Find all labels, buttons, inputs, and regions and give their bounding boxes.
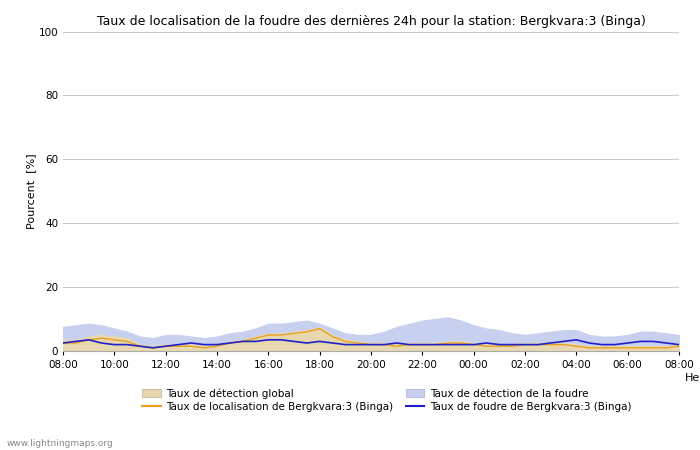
- Legend: Taux de détection global, Taux de localisation de Bergkvara:3 (Binga), Taux de d: Taux de détection global, Taux de locali…: [142, 388, 631, 412]
- Y-axis label: Pourcent  [%]: Pourcent [%]: [26, 153, 36, 229]
- Text: Heure: Heure: [685, 374, 700, 383]
- Title: Taux de localisation de la foudre des dernières 24h pour la station: Bergkvara:3: Taux de localisation de la foudre des de…: [97, 14, 645, 27]
- Text: www.lightningmaps.org: www.lightningmaps.org: [7, 439, 113, 448]
